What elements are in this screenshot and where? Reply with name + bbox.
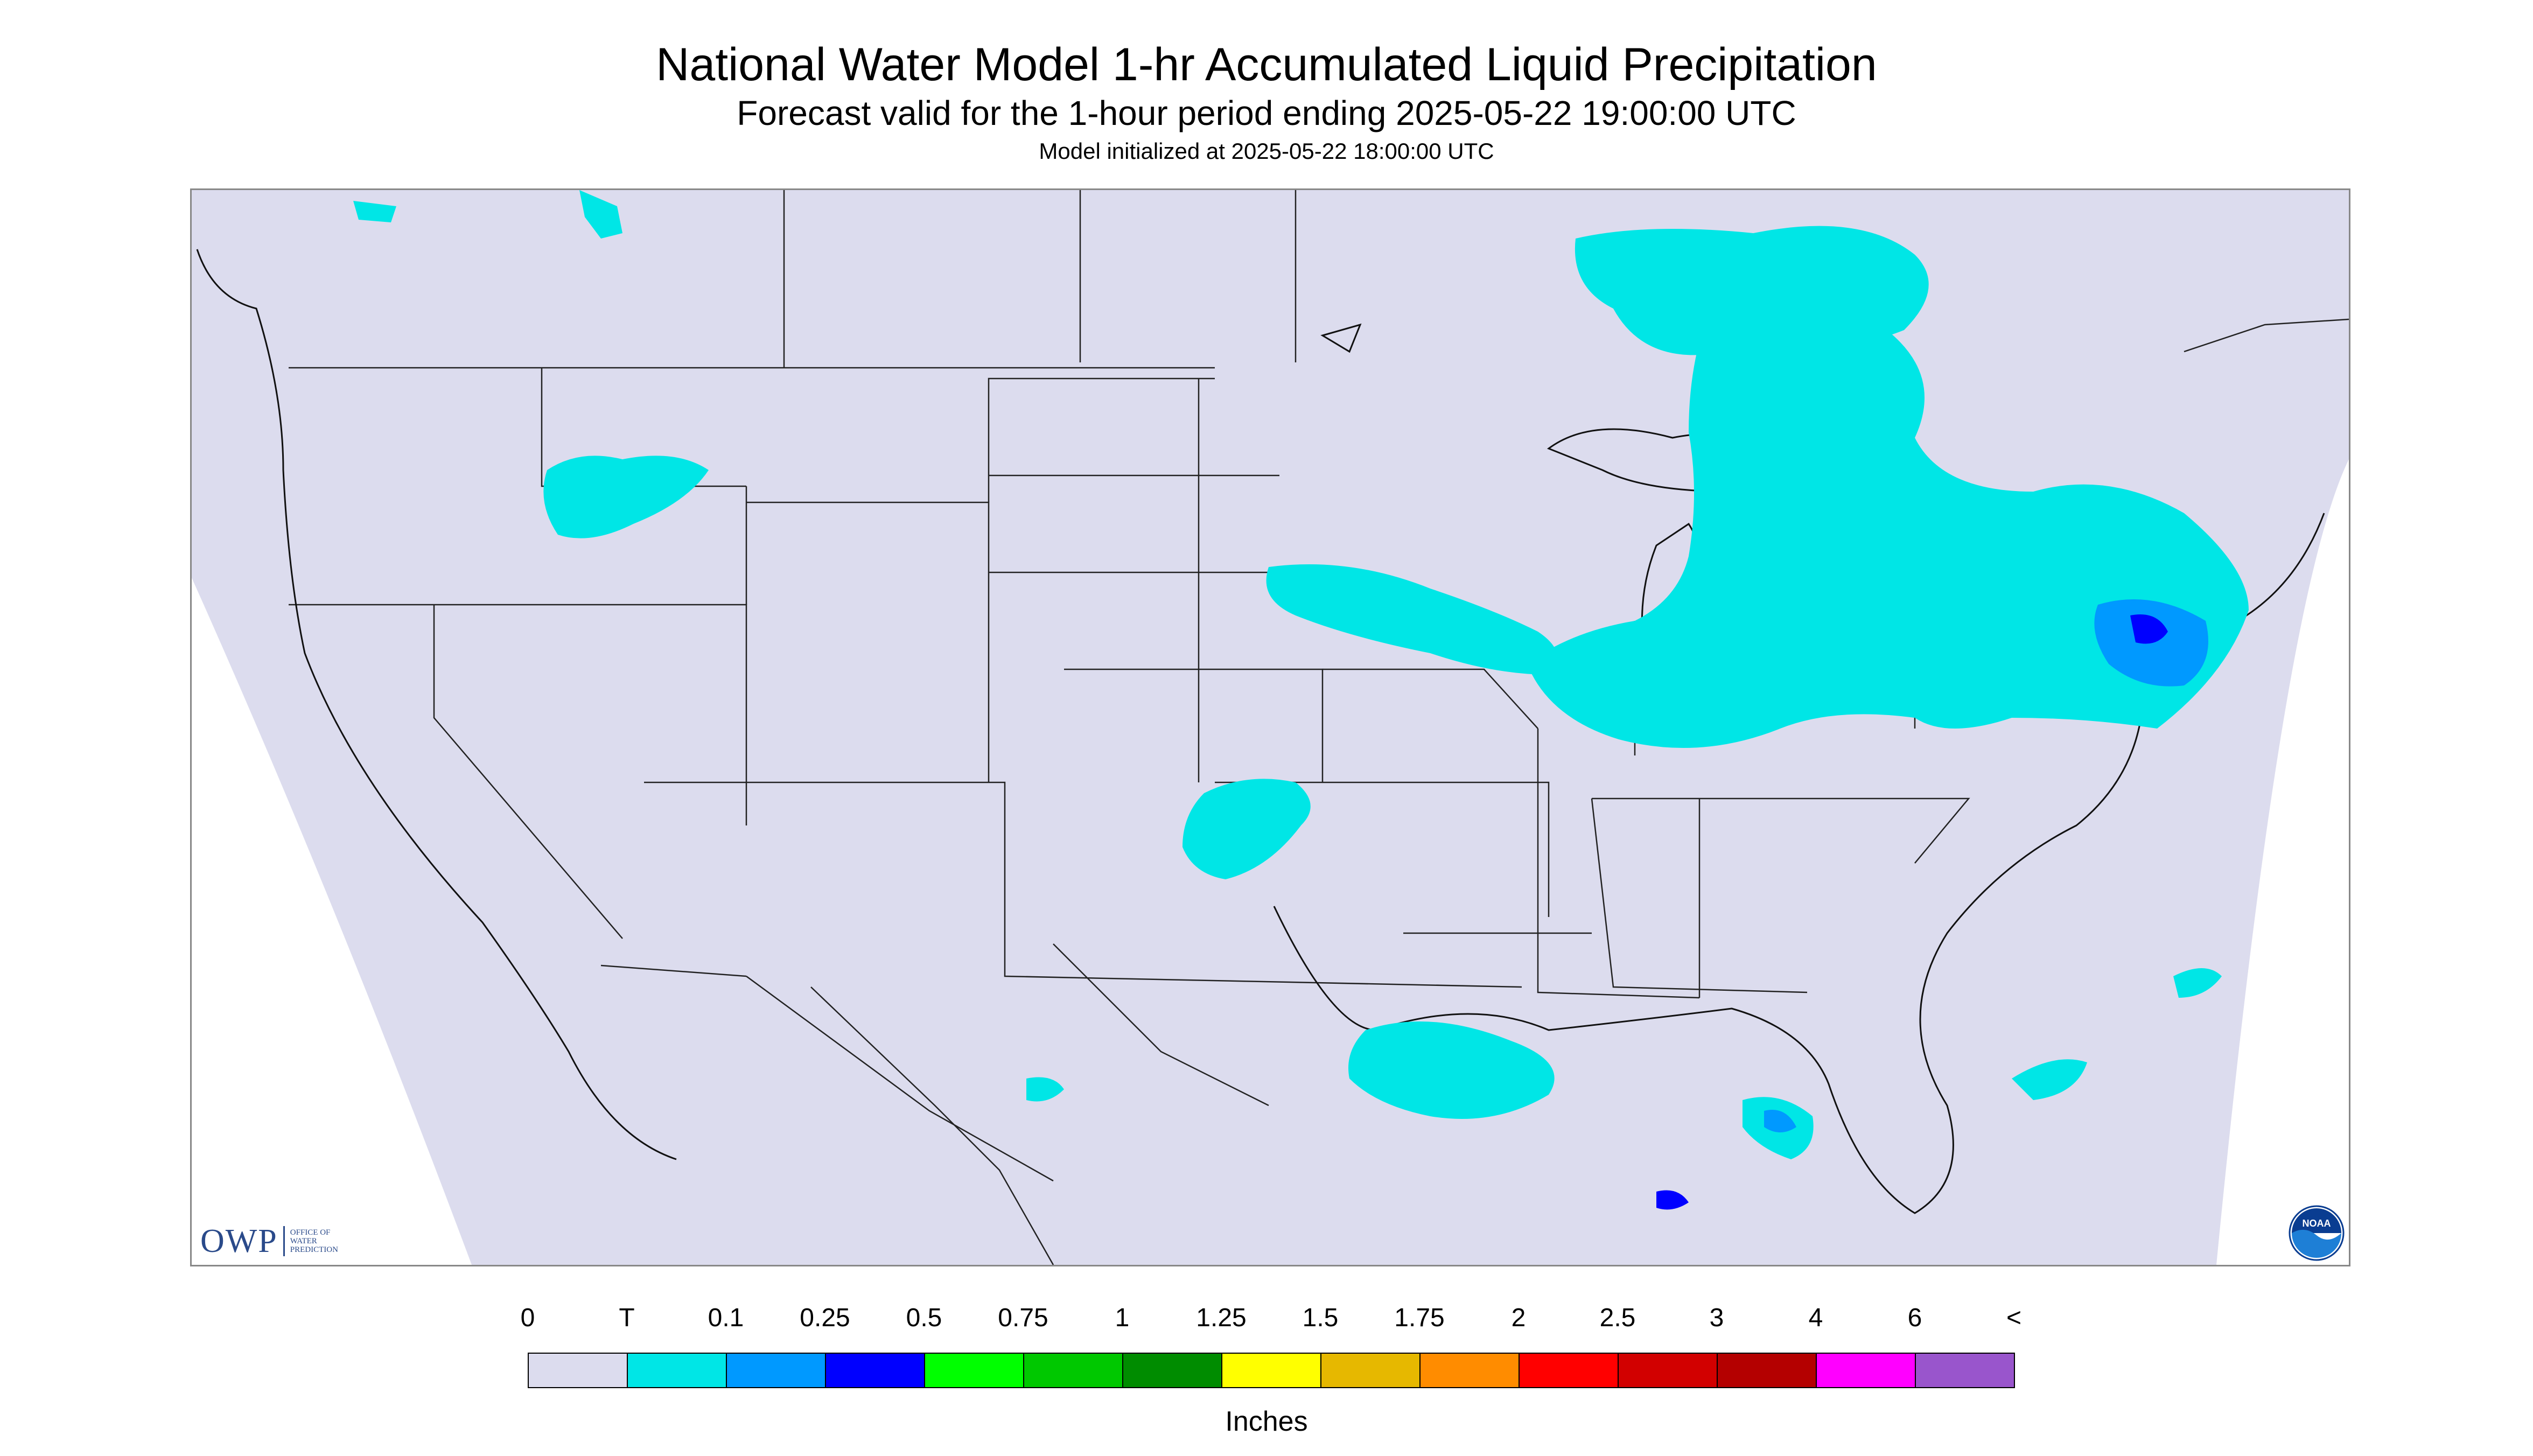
owp-logo-text: OFFICE OF WATER PREDICTION <box>290 1228 338 1254</box>
model-init-text: Model initialized at 2025-05-22 18:00:00… <box>1039 138 1494 164</box>
legend-units: Inches <box>1225 1406 1308 1437</box>
colorbar-segment <box>1519 1353 1619 1388</box>
colorbar-segment <box>1023 1353 1123 1388</box>
colorbar-segment <box>627 1353 727 1388</box>
precipitation-map[interactable] <box>190 188 2350 1266</box>
noaa-emblem-icon: NOAA <box>2289 1205 2345 1261</box>
colorbar-segment <box>1320 1353 1421 1388</box>
colorbar-segment <box>1816 1353 1916 1388</box>
legend-tick-label: < <box>2006 1304 2022 1332</box>
legend-tick-label: 2.5 <box>1599 1304 1636 1332</box>
svg-text:NOAA: NOAA <box>2303 1218 2331 1229</box>
model-domain <box>192 190 2349 1265</box>
legend-tick-label: 2 <box>1511 1304 1526 1332</box>
legend-tick-label: 1.25 <box>1196 1304 1247 1332</box>
legend-tick-label: 0.75 <box>998 1304 1048 1332</box>
legend-tick-label: 4 <box>1808 1304 1823 1332</box>
legend-tick-label: 1.75 <box>1394 1304 1445 1332</box>
legend-tick-label: 1 <box>1115 1304 1130 1332</box>
colorbar-segment <box>1419 1353 1520 1388</box>
precip-trace-areas <box>353 190 2249 1159</box>
legend-tick-labels: 0 T 0.1 0.25 0.5 0.75 1 1.25 1.5 1.75 2 2.5 3 4 6 < <box>0 1303 2533 1341</box>
colorbar-segment <box>1915 1353 2015 1388</box>
noaa-logo: NOAA <box>2289 1205 2345 1261</box>
legend-tick-label: 1.5 <box>1302 1304 1339 1332</box>
colorbar-segment <box>1717 1353 1817 1388</box>
precip-blue-areas <box>1656 614 2168 1210</box>
colorbar-segment <box>726 1353 826 1388</box>
colorbar-segment <box>924 1353 1024 1388</box>
colorbar-segment <box>1221 1353 1321 1388</box>
legend-tick-label: 0 <box>520 1304 535 1332</box>
owp-logo: OWP OFFICE OF WATER PREDICTION <box>200 1222 338 1260</box>
legend-tick-label: 6 <box>1907 1304 1922 1332</box>
colorbar-segment <box>1618 1353 1718 1388</box>
map-subtitle: Forecast valid for the 1-hour period end… <box>737 94 1796 132</box>
legend-tick-label: 0.5 <box>906 1304 942 1332</box>
legend-tick-label: T <box>619 1304 635 1332</box>
legend-tick-label: 0.25 <box>800 1304 850 1332</box>
legend-tick-label: 3 <box>1709 1304 1724 1332</box>
owp-logo-divider <box>283 1226 285 1256</box>
map-canvas <box>192 190 2349 1265</box>
colorbar-segment <box>825 1353 925 1388</box>
owp-logo-mark: OWP <box>200 1222 278 1259</box>
colorbar-segment <box>528 1353 628 1388</box>
map-title: National Water Model 1-hr Accumulated Li… <box>656 39 1877 90</box>
legend-tick-label: 0.1 <box>708 1304 744 1332</box>
colorbar-segment <box>1122 1353 1222 1388</box>
